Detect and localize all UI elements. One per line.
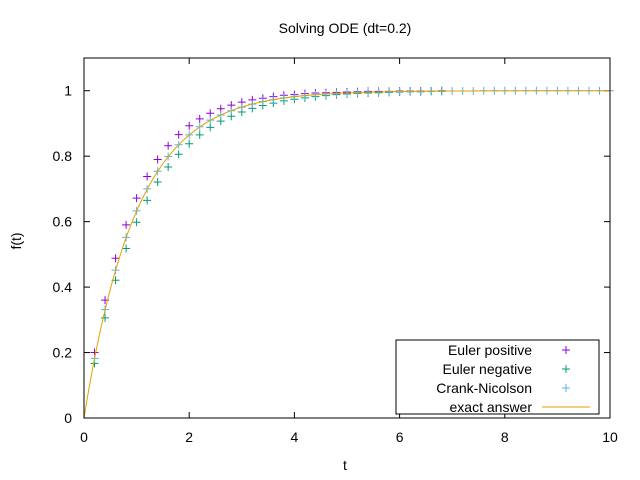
x-tick-label: 0 bbox=[80, 429, 88, 445]
legend-label: exact answer bbox=[450, 399, 533, 415]
data-point bbox=[153, 178, 162, 187]
y-tick-label: 0.2 bbox=[53, 345, 73, 361]
legend-swatch bbox=[562, 384, 570, 392]
data-point bbox=[206, 123, 215, 132]
legend: Euler positive Euler negative Crank-Nicols… bbox=[395, 339, 600, 415]
data-point bbox=[132, 218, 141, 227]
y-tick-label: 0.8 bbox=[53, 148, 73, 164]
chart-title: Solving ODE (dt=0.2) bbox=[279, 20, 412, 36]
data-point bbox=[195, 130, 204, 139]
series-crank-nicolson bbox=[90, 86, 614, 363]
data-point bbox=[111, 254, 120, 263]
data-point bbox=[164, 141, 173, 150]
y-tick-label: 0 bbox=[64, 410, 72, 426]
legend-label: Euler positive bbox=[448, 342, 532, 358]
y-tick-label: 0.6 bbox=[53, 214, 73, 230]
exact-answer-curve bbox=[83, 90, 610, 419]
x-tick-label: 6 bbox=[396, 429, 404, 445]
series-euler-positive bbox=[90, 86, 446, 357]
series-exact-answer bbox=[83, 90, 610, 419]
data-point bbox=[122, 244, 131, 253]
data-point bbox=[132, 194, 141, 203]
y-axis-ticks: 0 0.2 0.4 0.6 0.8 1 bbox=[53, 83, 610, 426]
x-tick-label: 8 bbox=[501, 429, 509, 445]
x-tick-label: 4 bbox=[291, 429, 299, 445]
legend-label: Crank-Nicolson bbox=[436, 380, 532, 396]
legend-swatch bbox=[562, 346, 570, 354]
series-euler-negative bbox=[90, 87, 446, 368]
data-point bbox=[122, 220, 131, 229]
data-point bbox=[143, 172, 152, 181]
x-tick-label: 2 bbox=[185, 429, 193, 445]
data-point bbox=[164, 162, 173, 171]
plot-frame bbox=[83, 57, 611, 419]
data-point bbox=[174, 130, 183, 139]
plot-series bbox=[83, 86, 614, 419]
legend-box bbox=[395, 339, 600, 415]
y-tick-label: 1 bbox=[64, 83, 72, 99]
data-point bbox=[185, 139, 194, 148]
data-point bbox=[174, 150, 183, 159]
data-point bbox=[206, 109, 215, 118]
data-point bbox=[195, 114, 204, 123]
legend-swatch bbox=[562, 365, 570, 373]
x-tick-label: 10 bbox=[602, 429, 618, 445]
data-point bbox=[101, 313, 110, 322]
legend-label: Euler negative bbox=[442, 361, 532, 377]
data-point bbox=[153, 155, 162, 164]
data-point bbox=[143, 196, 152, 205]
data-point bbox=[185, 121, 194, 130]
y-tick-label: 0.4 bbox=[53, 279, 73, 295]
x-axis-ticks: 0 2 4 6 8 10 bbox=[80, 58, 618, 445]
x-axis-label: t bbox=[343, 457, 347, 473]
y-axis-label: f(t) bbox=[8, 232, 24, 249]
